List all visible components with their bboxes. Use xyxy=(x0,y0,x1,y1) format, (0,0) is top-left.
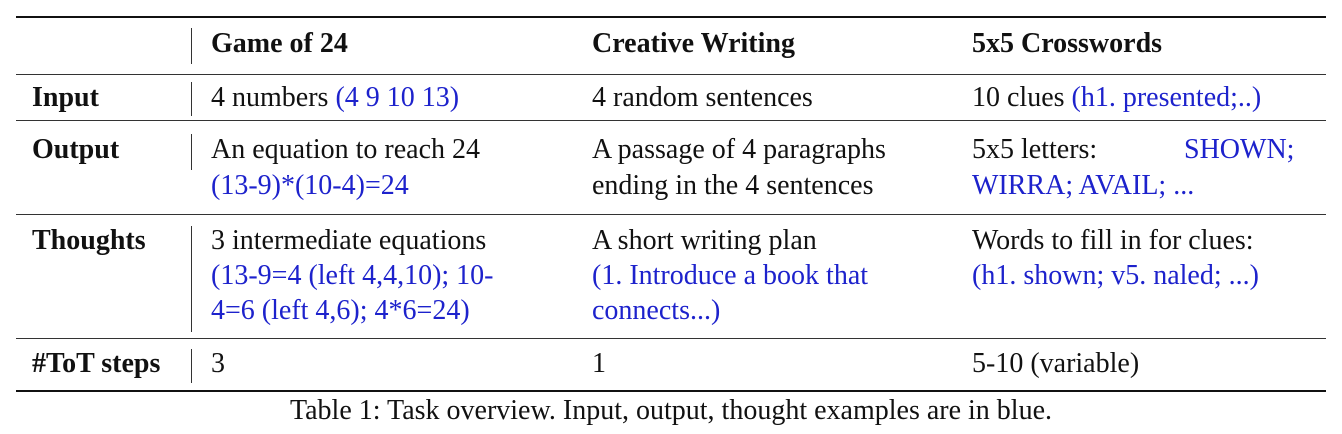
output-crosswords-example-1: SHOWN; xyxy=(1184,134,1295,165)
tot-steps-creative-writing: 1 xyxy=(592,348,606,379)
input-game-of-24-example: (4 9 10 13) xyxy=(335,82,460,113)
thoughts-game-of-24-line1: 3 intermediate equations xyxy=(211,225,487,256)
output-rule xyxy=(16,214,1326,215)
header-game-of-24: Game of 24 xyxy=(211,28,348,59)
thoughts-game-of-24-example-2: 4=6 (left 4,6); 4*6=24) xyxy=(211,295,470,326)
row-divider-tot-steps xyxy=(191,349,192,383)
thoughts-game-of-24-example-1: (13-9=4 (left 4,4,10); 10- xyxy=(211,260,494,291)
table-top-rule xyxy=(16,16,1326,18)
row-label-output: Output xyxy=(32,134,120,165)
input-creative-writing: 4 random sentences xyxy=(592,82,813,113)
table-bottom-rule xyxy=(16,390,1326,392)
output-game-of-24-example: (13-9)*(10-4)=24 xyxy=(211,170,409,201)
row-divider-input xyxy=(191,82,192,116)
thoughts-crosswords-example: (h1. shown; v5. naled; ...) xyxy=(972,260,1259,291)
input-rule xyxy=(16,120,1326,121)
header-creative-writing: Creative Writing xyxy=(592,28,795,59)
row-label-thoughts: Thoughts xyxy=(32,225,146,256)
output-game-of-24-line1: An equation to reach 24 xyxy=(211,134,481,165)
output-creative-writing-line2: ending in the 4 sentences xyxy=(592,170,874,201)
input-crosswords-example: (h1. presented;..) xyxy=(1071,82,1262,113)
output-crosswords-line1: 5x5 letters: xyxy=(972,134,1098,165)
output-creative-writing-line1: A passage of 4 paragraphs xyxy=(592,134,886,165)
header-rule xyxy=(16,74,1326,75)
row-divider-thoughts xyxy=(191,226,192,332)
header-crosswords: 5x5 Crosswords xyxy=(972,28,1163,59)
input-crosswords: 10 clues (h1. presented;..) xyxy=(972,80,1261,116)
thoughts-rule xyxy=(16,338,1326,339)
output-crosswords-example-2: WIRRA; AVAIL; ... xyxy=(972,170,1195,201)
table-caption: Table 1: Task overview. Input, output, t… xyxy=(289,395,1052,426)
tot-steps-game-of-24: 3 xyxy=(211,348,225,379)
input-game-of-24-text: 4 numbers xyxy=(211,82,336,113)
thoughts-creative-writing-example-2: connects...) xyxy=(592,295,721,326)
thoughts-crosswords-line1: Words to fill in for clues: xyxy=(972,225,1254,256)
input-crosswords-text: 10 clues xyxy=(972,82,1072,113)
tot-steps-crosswords: 5-10 (variable) xyxy=(972,348,1140,379)
row-label-tot-steps: #ToT steps xyxy=(32,348,161,379)
thoughts-creative-writing-example-1: (1. Introduce a book that xyxy=(592,260,869,291)
row-divider-output xyxy=(191,134,192,170)
thoughts-creative-writing-line1: A short writing plan xyxy=(592,225,817,256)
row-label-input: Input xyxy=(32,82,99,113)
input-game-of-24: 4 numbers (4 9 10 13) xyxy=(211,80,459,116)
header-divider xyxy=(191,28,192,64)
